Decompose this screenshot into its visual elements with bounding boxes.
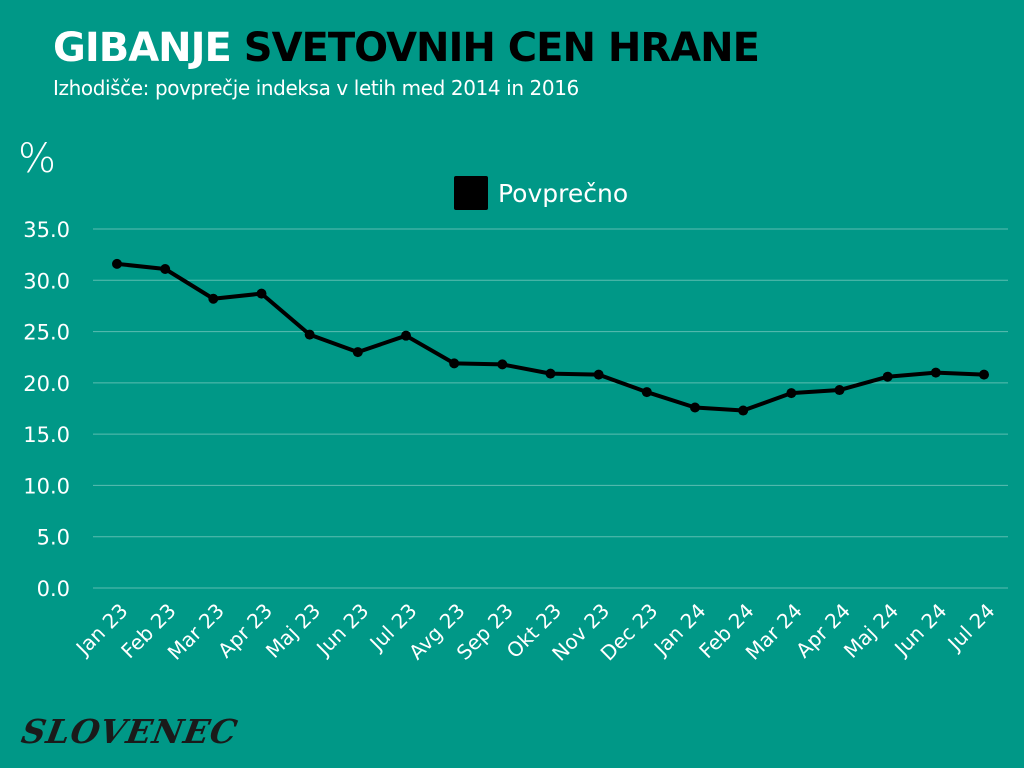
data-point xyxy=(256,288,267,299)
x-tick-label: Jul 24 xyxy=(942,599,1000,657)
y-tick-label: 35.0 xyxy=(23,218,70,242)
x-tick-label: Maj 24 xyxy=(839,599,903,663)
title-part-white: GIBANJE xyxy=(53,25,232,71)
y-tick-label: 5.0 xyxy=(37,526,70,550)
data-point xyxy=(930,367,941,378)
y-tick-label: 30.0 xyxy=(23,269,70,293)
y-tick-label: 20.0 xyxy=(23,372,70,396)
data-point xyxy=(834,385,845,396)
data-point xyxy=(497,359,508,370)
y-tick-label: 15.0 xyxy=(23,423,70,447)
y-tick-label: 0.0 xyxy=(37,577,70,601)
y-tick-label: 25.0 xyxy=(23,321,70,345)
data-point xyxy=(738,405,749,416)
data-point xyxy=(593,369,604,380)
data-points xyxy=(112,258,989,416)
data-point xyxy=(690,402,700,413)
x-tick-label: Jun 23 xyxy=(310,599,373,662)
chart-title: GIBANJE SVETOVNIH CEN HRANE xyxy=(53,24,760,72)
x-tick-label: Maj 23 xyxy=(261,599,325,663)
y-tick-label: 10.0 xyxy=(23,474,70,498)
legend-label: Povprečno xyxy=(498,178,629,208)
y-axis-ticks: 0.0 5.0 10.0 15.0 20.0 25.0 30.0 35.0 xyxy=(23,218,70,601)
data-point xyxy=(401,330,411,341)
data-point xyxy=(786,388,797,399)
data-point xyxy=(208,293,219,304)
legend: Povprečno xyxy=(454,176,628,210)
title-part-black: SVETOVNIH CEN HRANE xyxy=(243,25,760,71)
gridlines xyxy=(93,228,1008,589)
series-line-povprecno xyxy=(116,261,985,413)
data-point xyxy=(882,371,893,382)
data-point xyxy=(979,369,989,380)
data-point xyxy=(112,258,122,269)
y-axis-unit-label: % xyxy=(18,136,57,182)
x-tick-label: Jun 24 xyxy=(888,599,951,662)
legend-swatch-icon xyxy=(454,176,488,210)
slovenec-logo: SLOVENEC xyxy=(18,712,241,751)
data-point xyxy=(304,329,315,340)
data-point xyxy=(160,264,171,275)
data-point xyxy=(641,387,652,398)
data-point xyxy=(449,358,460,369)
data-point xyxy=(545,368,556,379)
data-point xyxy=(352,347,363,358)
chart-subtitle: Izhodišče: povprečje indeksa v letih med… xyxy=(53,76,579,100)
